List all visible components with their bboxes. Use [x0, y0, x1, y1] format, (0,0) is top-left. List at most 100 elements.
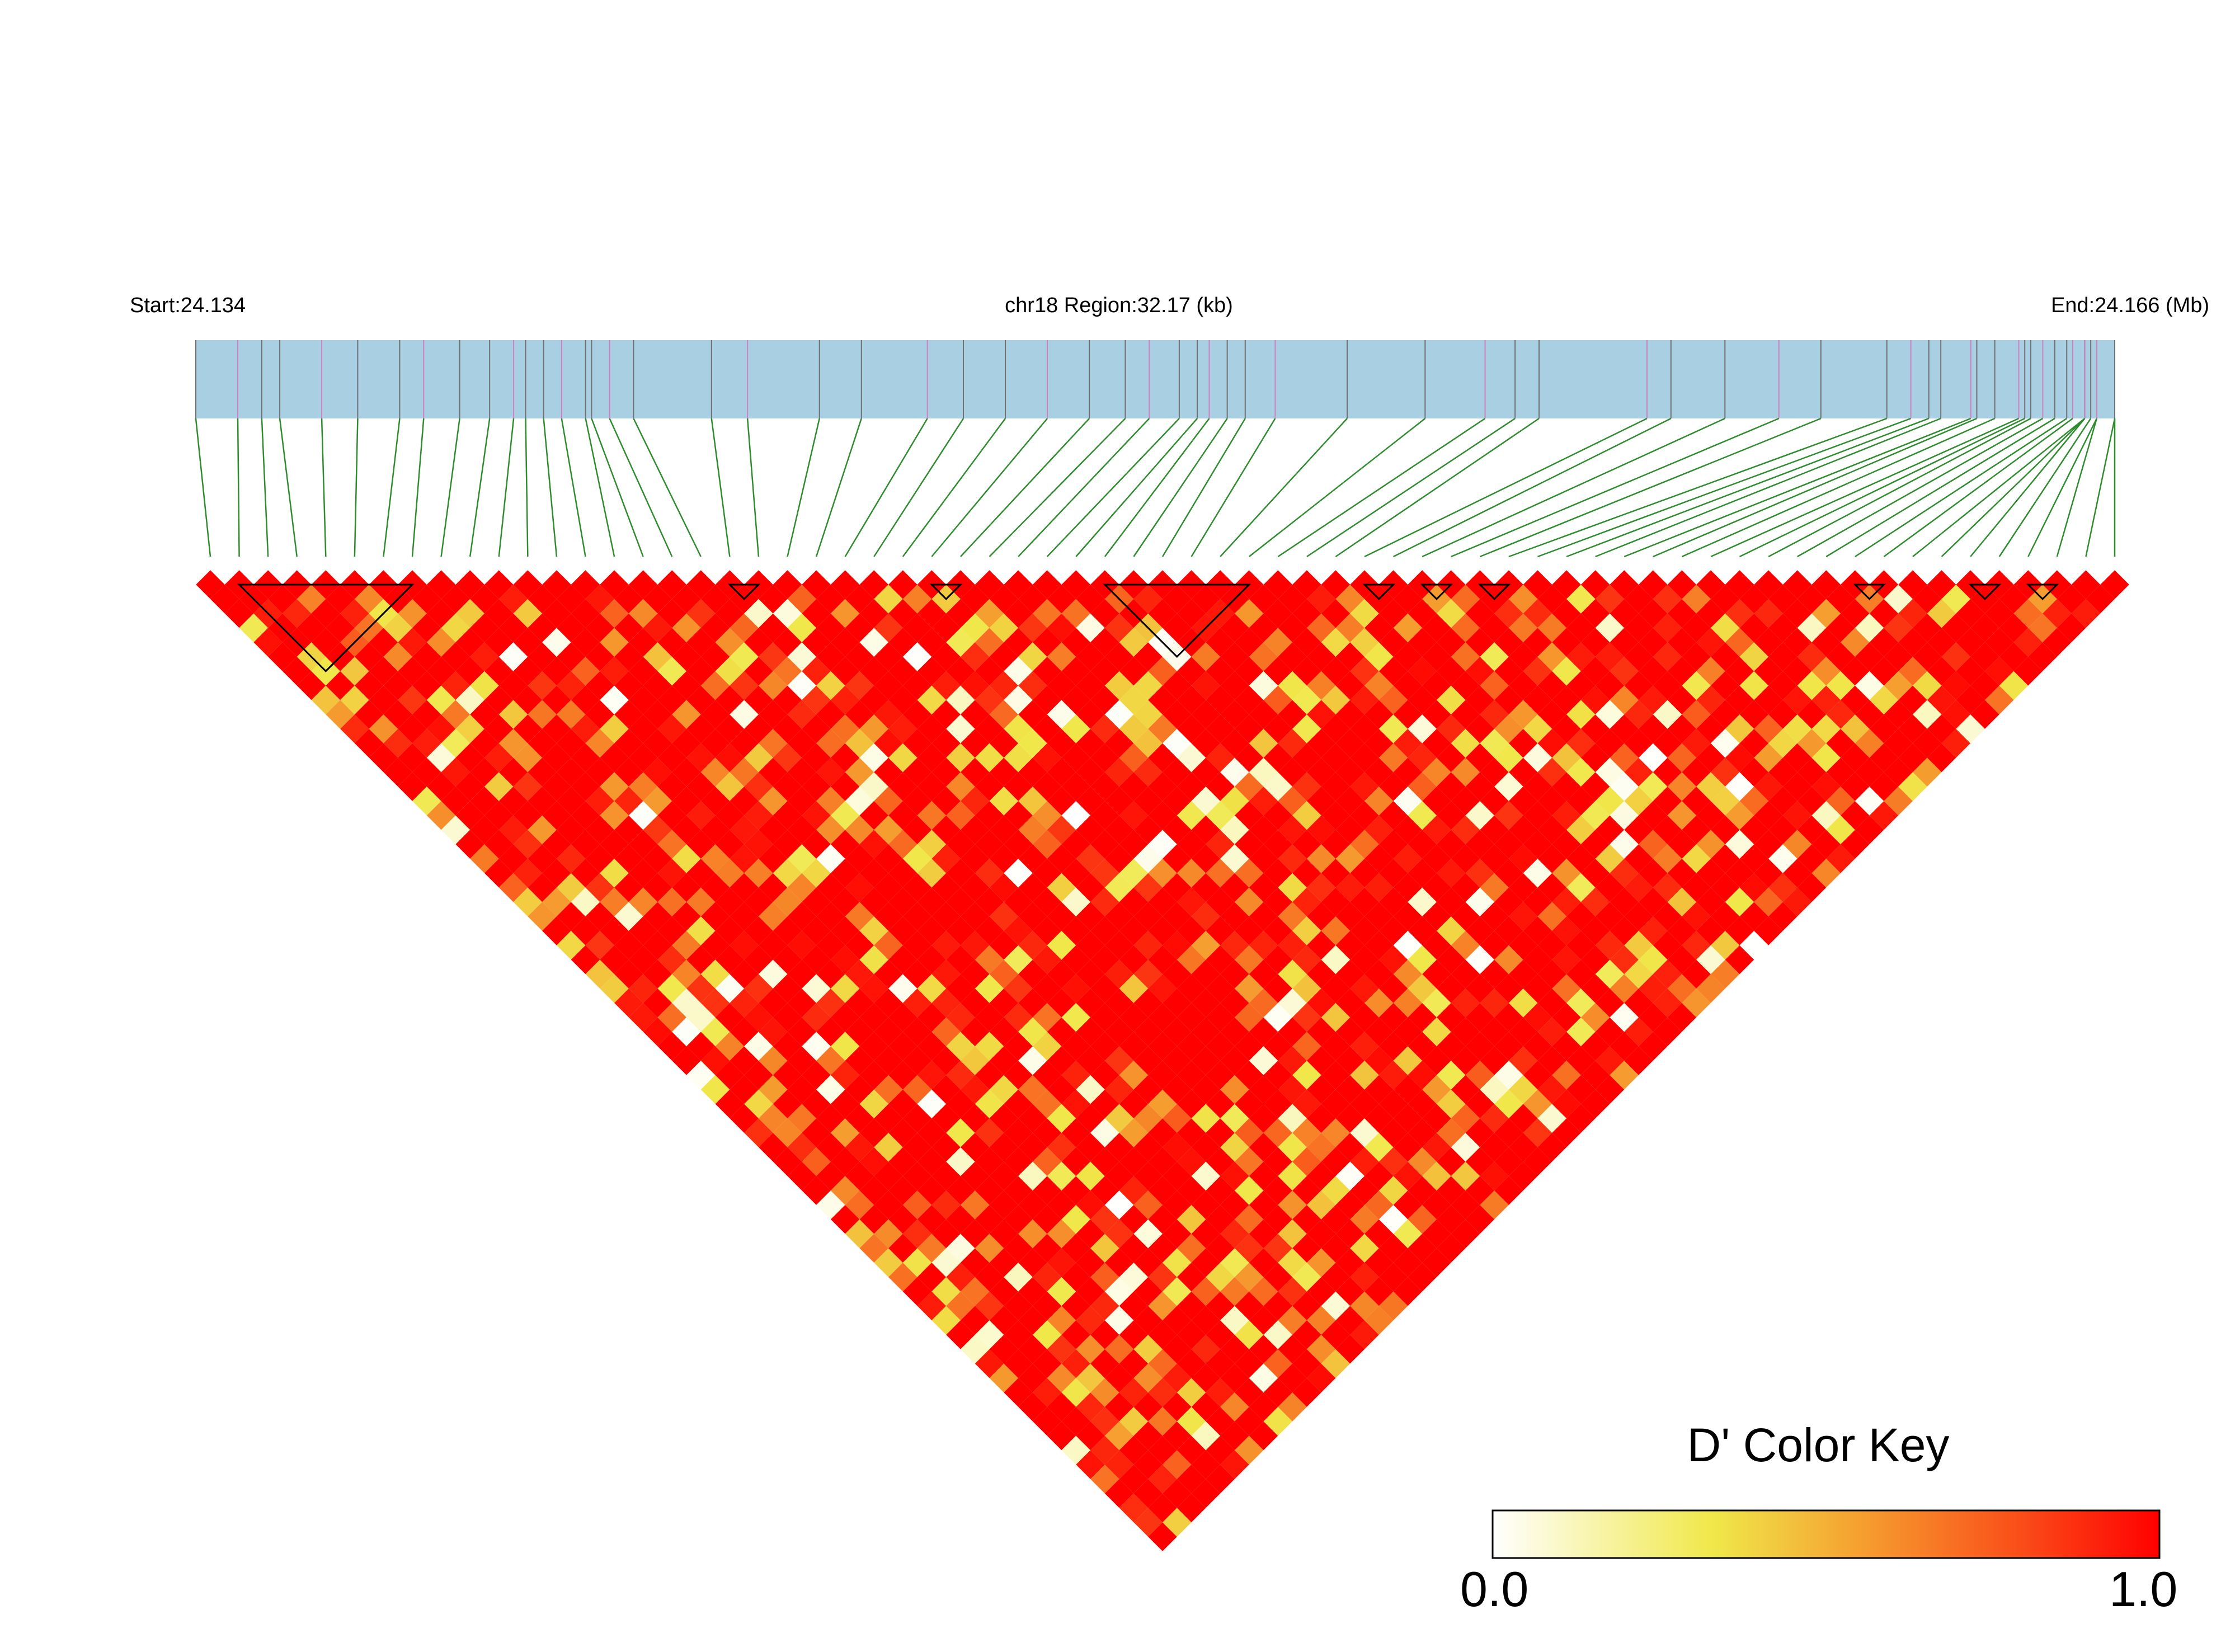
ld-cell [484, 858, 514, 888]
ld-cell [1306, 728, 1336, 758]
ld-cell [1148, 887, 1177, 917]
ld-cell [1263, 1204, 1293, 1234]
ld-cell [1119, 1003, 1149, 1032]
ld-cell [1177, 714, 1206, 743]
ld-cell [1537, 642, 1567, 671]
ld-cell [412, 613, 441, 643]
ld-cell [787, 787, 817, 816]
ld-cell [1782, 714, 1812, 743]
region-start-label: Start:24.134 [130, 294, 246, 317]
ld-cell [1523, 772, 1552, 801]
ld-cell [1206, 685, 1235, 715]
ld-cell [1927, 743, 1956, 773]
ld-cell [1811, 570, 1841, 599]
ld-cell [455, 599, 484, 628]
snp-connector [1941, 418, 2086, 557]
ld-cell [1249, 902, 1278, 931]
ld-cell [1104, 1363, 1134, 1393]
ld-cell [1696, 656, 1725, 686]
ld-cell [1234, 628, 1264, 657]
ld-cell [1624, 1046, 1653, 1075]
ld-cell [1841, 599, 1870, 628]
ld-cell [1422, 1046, 1451, 1075]
ld-cell [1335, 815, 1365, 845]
ld-cell [1422, 844, 1451, 873]
ld-cell [1163, 1508, 1192, 1537]
ld-cell [859, 1204, 889, 1234]
ld-cell [643, 844, 672, 873]
ld-cell [1047, 1421, 1076, 1451]
ld-cell [1119, 1089, 1149, 1119]
ld-cell [1364, 613, 1394, 643]
ld-cell [1508, 787, 1538, 816]
ld-cell [1465, 628, 1495, 657]
ld-cell [1710, 815, 1740, 845]
ld-cell [931, 1161, 961, 1191]
ld-cell [1898, 628, 1927, 657]
ld-cell [1624, 1017, 1653, 1047]
ld-cell [1335, 844, 1365, 873]
ld-cell [398, 656, 427, 686]
ld-cell [1537, 844, 1567, 873]
ld-cell [888, 1147, 917, 1176]
ld-cell [1653, 959, 1682, 989]
ld-cell [1610, 801, 1639, 830]
snp-connector [815, 418, 862, 557]
ld-cell [1004, 1234, 1033, 1263]
ld-cell [1465, 916, 1495, 945]
ld-cell [1104, 1219, 1134, 1249]
ld-cell [1018, 671, 1047, 700]
ld-cell [1580, 1032, 1610, 1061]
ld-cell [1639, 628, 1668, 657]
ld-cell [1826, 728, 1855, 758]
ld-cell [1234, 1204, 1264, 1234]
ld-cell [1364, 902, 1394, 931]
ld-cell [1494, 858, 1523, 888]
ld-cell [1032, 1320, 1062, 1349]
ld-cell [1350, 743, 1379, 773]
ld-cell [1508, 989, 1538, 1018]
ld-cell [787, 902, 817, 931]
ld-cell [1119, 1032, 1149, 1061]
ld-cell [1393, 815, 1423, 845]
ld-cell [1999, 642, 2029, 671]
ld-cell [830, 599, 860, 628]
ld-cell [1306, 757, 1336, 787]
ld-cell [1653, 728, 1682, 758]
ld-cell [686, 772, 716, 801]
ld-cell [1768, 815, 1798, 845]
ld-cell [643, 613, 672, 643]
ld-cell [1119, 1147, 1149, 1176]
ld-cell [787, 1132, 817, 1162]
ld-cell [830, 1061, 860, 1090]
ld-cell [1249, 613, 1278, 643]
ld-cell [1841, 656, 1870, 686]
ld-cell [1696, 743, 1725, 773]
ld-cell [600, 887, 629, 917]
ld-cell [1018, 1248, 1047, 1277]
ld-cell [1624, 873, 1653, 902]
ld-cell [1580, 801, 1610, 830]
ld-cell [1710, 873, 1740, 902]
ld-cell [1220, 930, 1249, 960]
ld-cell [1710, 671, 1740, 700]
ld-cell [1321, 1032, 1351, 1061]
ld-cell [1797, 700, 1827, 729]
region-end-label: End:24.166 (Mb) [2050, 294, 2209, 317]
ld-cell [1912, 757, 1942, 787]
snp-connector [591, 418, 644, 557]
ld-cell [1710, 613, 1740, 643]
ld-cell [528, 728, 557, 758]
ld-cell [1725, 656, 1754, 686]
ld-cell [1552, 772, 1581, 801]
ld-cell [1912, 613, 1942, 643]
ld-cell [874, 873, 903, 902]
ld-cell [1465, 801, 1495, 830]
ld-cell [1436, 1234, 1466, 1263]
ld-cell [1970, 700, 1999, 729]
ld-cell [931, 700, 961, 729]
ld-cell [1393, 787, 1423, 816]
ld-cell [1292, 1176, 1321, 1205]
ld-cell [1639, 945, 1668, 975]
ld-cell [1148, 599, 1177, 628]
